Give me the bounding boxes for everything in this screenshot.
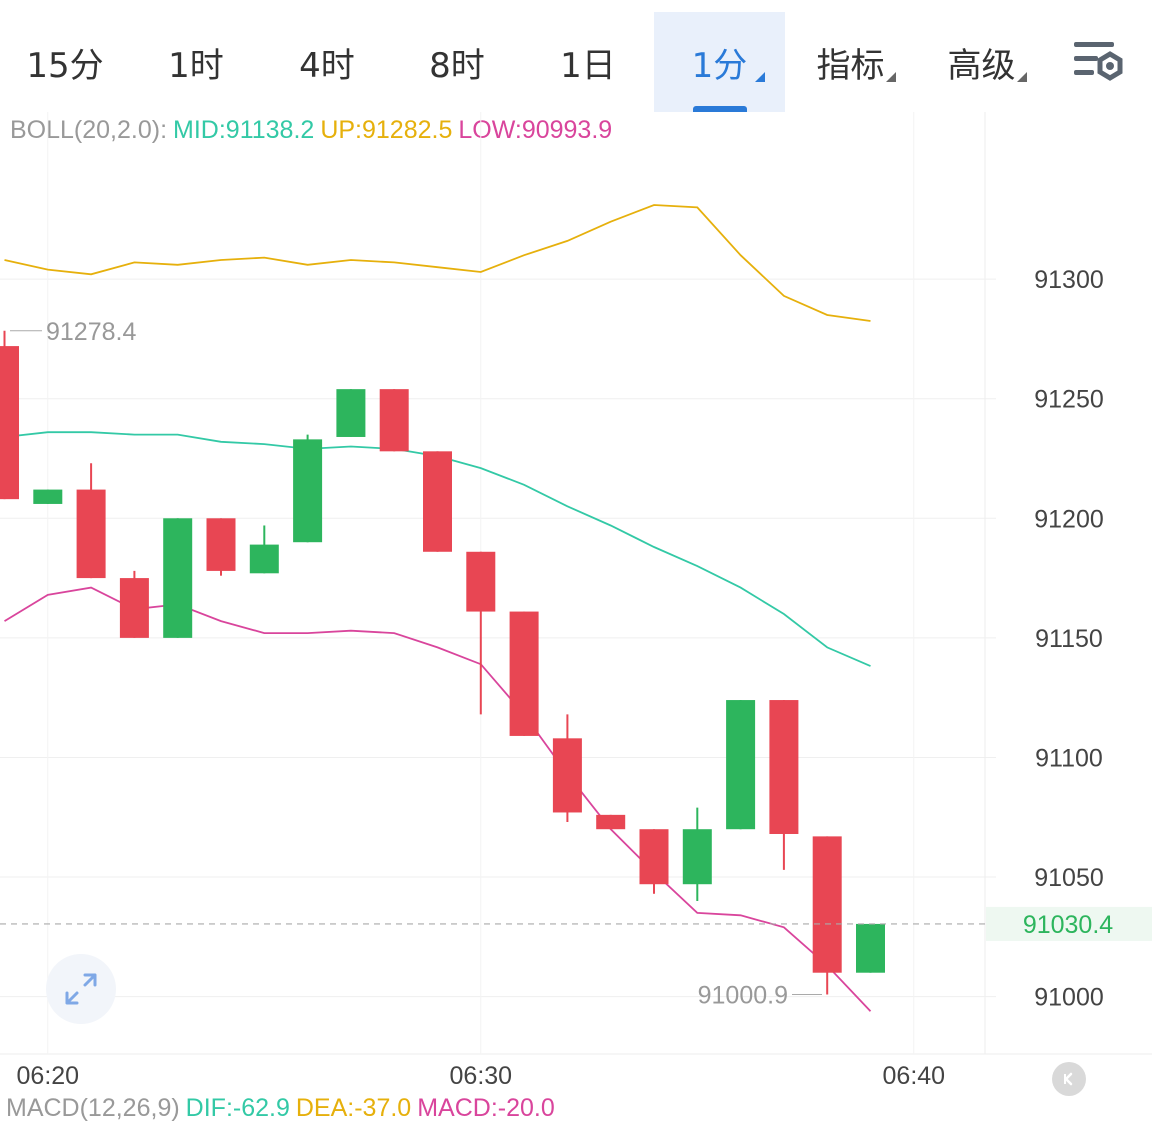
expand-chart-button[interactable] xyxy=(46,954,116,1024)
candle-down xyxy=(812,836,842,973)
tab-label: 4时 xyxy=(299,45,355,86)
candle-up xyxy=(682,829,712,885)
candle-down xyxy=(119,578,149,638)
active-tab-indicator xyxy=(692,106,747,112)
candle-up xyxy=(726,700,756,830)
candle-up xyxy=(336,389,366,437)
candle-down xyxy=(423,451,452,552)
tab-label: 8时 xyxy=(429,45,485,86)
candle-down xyxy=(552,738,582,813)
candle-down xyxy=(769,700,799,834)
tab-指标[interactable]: 指标 xyxy=(785,12,916,112)
macd-legend-macd: MACD:-20.0 xyxy=(417,1094,555,1122)
price-axis-label: 91100 xyxy=(1035,744,1103,772)
expand-arrows-icon xyxy=(65,973,97,1005)
tab-1日[interactable]: 1日 xyxy=(522,12,654,112)
price-axis-label: 91150 xyxy=(1035,625,1103,653)
candle-up xyxy=(856,923,885,973)
candle-up xyxy=(293,439,323,543)
tab-label: 高级 xyxy=(947,45,1016,86)
candle-down xyxy=(466,551,496,612)
macd-legend-name: MACD(12,26,9) xyxy=(6,1094,180,1122)
macd-legend: MACD(12,26,9) DIF:-62.9 DEA:-37.0 MACD:-20.… xyxy=(6,1094,561,1123)
candle-down xyxy=(509,611,539,736)
period-tab-bar: 15分 1时 4时 8时 1日 1分 指标 高级 xyxy=(0,0,1152,112)
tab-label: 15分 xyxy=(26,45,104,86)
chart-settings-button[interactable] xyxy=(1068,36,1128,92)
tab-4时[interactable]: 4时 xyxy=(262,12,392,112)
boll-up-line xyxy=(4,204,871,322)
chevron-left-icon xyxy=(1064,1072,1073,1086)
candle-down xyxy=(76,489,106,579)
time-axis-label: 06:20 xyxy=(17,1062,80,1090)
current-price-tag xyxy=(986,906,1152,941)
tab-label: 指标 xyxy=(816,45,885,86)
time-axis-label: 06:30 xyxy=(450,1062,513,1090)
candle-down xyxy=(596,814,626,830)
candle-down xyxy=(639,829,669,885)
time-axis-label: 06:40 xyxy=(883,1062,946,1090)
boll-legend: BOLL(20,2.0): MID:91138.2 UP:91282.5 LOW:90… xyxy=(10,116,618,145)
price-axis-label: 91050 xyxy=(1034,864,1104,892)
tab-高级[interactable]: 高级 xyxy=(916,12,1047,112)
dropdown-triangle-icon xyxy=(755,72,765,82)
low-annotation-label: 91000.9 xyxy=(698,981,788,1009)
tab-1分[interactable]: 1分 xyxy=(654,12,785,112)
price-axis-label: 91200 xyxy=(1034,505,1104,533)
tab-15分[interactable]: 15分 xyxy=(0,12,130,112)
dropdown-triangle-icon xyxy=(886,72,896,82)
tab-8时[interactable]: 8时 xyxy=(392,12,522,112)
current-price-label: 91030.4 xyxy=(1023,911,1113,939)
candle-down xyxy=(206,518,236,571)
high-annotation-label: 91278.4 xyxy=(46,318,136,346)
tab-label: 1日 xyxy=(560,45,616,86)
tab-1时[interactable]: 1时 xyxy=(130,12,262,112)
collapse-axis-button[interactable] xyxy=(1052,1062,1086,1096)
candle-up xyxy=(249,544,279,574)
boll-legend-low: LOW:90993.9 xyxy=(458,116,613,144)
macd-legend-dea: DEA:-37.0 xyxy=(295,1094,412,1122)
candle-down xyxy=(379,389,409,452)
price-axis-label: 91250 xyxy=(1034,386,1104,414)
chart-settings-icon xyxy=(1074,42,1123,81)
tab-label: 1分 xyxy=(691,45,748,86)
dropdown-triangle-icon xyxy=(1017,72,1027,82)
boll-legend-up: UP:91282.5 xyxy=(320,116,453,144)
candle-up xyxy=(33,489,63,504)
price-axis-label: 91000 xyxy=(1034,984,1104,1012)
macd-legend-dif: DIF:-62.9 xyxy=(185,1094,290,1122)
boll-legend-name: BOLL(20,2.0): xyxy=(10,116,168,144)
candle-up xyxy=(163,518,193,638)
tab-label: 1时 xyxy=(168,45,224,86)
candle-down xyxy=(0,346,19,500)
boll-legend-mid: MID:91138.2 xyxy=(173,116,315,144)
price-axis-label: 91300 xyxy=(1034,266,1104,294)
